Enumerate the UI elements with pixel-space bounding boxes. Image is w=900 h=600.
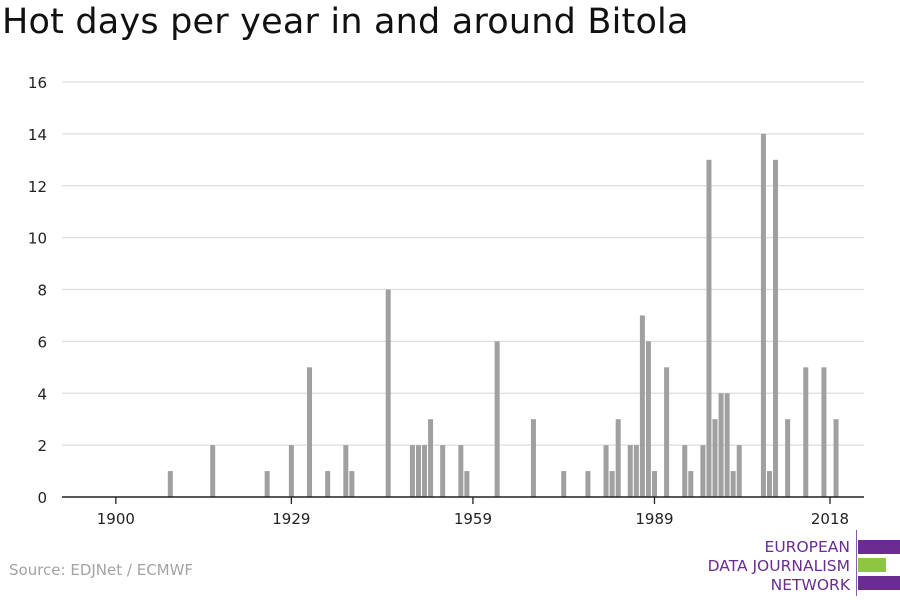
y-tick-label-6: 6: [37, 333, 47, 351]
bar-1935: [325, 471, 331, 497]
bar-2001: [724, 393, 730, 497]
bar-1916: [210, 445, 216, 497]
bar-1954: [440, 445, 446, 497]
bar-1986: [633, 445, 639, 497]
bar-1978: [585, 471, 591, 497]
chart-title: Hot days per year in and around Bitola: [2, 2, 689, 42]
y-tick-label-4: 4: [37, 385, 47, 403]
bar-2007: [760, 133, 766, 497]
bar-2011: [785, 419, 791, 497]
edjnet-logo: EUROPEAN DATA JOURNALISM NETWORK: [700, 530, 900, 596]
bar-1983: [615, 419, 621, 497]
y-tick-label-16: 16: [28, 74, 47, 92]
bar-1957: [458, 445, 464, 497]
bar-1909: [167, 471, 173, 497]
y-tick-label-10: 10: [28, 230, 47, 248]
bar-2009: [773, 159, 779, 497]
x-tick-label-1929: 1929: [272, 510, 310, 528]
y-tick-label-12: 12: [28, 178, 47, 196]
logo-text-line-3: NETWORK: [770, 576, 850, 594]
bar-1938: [343, 445, 349, 497]
bar-1939: [349, 471, 355, 497]
bar-1997: [700, 445, 706, 497]
bar-1974: [561, 471, 567, 497]
bar-1994: [682, 445, 688, 497]
bar-1982: [609, 471, 615, 497]
x-tick-label-1989: 1989: [635, 510, 673, 528]
bar-1932: [307, 367, 313, 497]
bar-2017: [821, 367, 827, 497]
y-tick-label-8: 8: [37, 282, 47, 300]
bar-1987: [639, 315, 645, 497]
bar-1998: [706, 159, 712, 497]
bar-1985: [627, 445, 633, 497]
bar-2000: [718, 393, 724, 497]
x-tick-label-1900: 1900: [97, 510, 135, 528]
source-note: Source: EDJNet / ECMWF: [9, 561, 194, 579]
y-tick-label-14: 14: [28, 126, 47, 144]
bar-1950: [415, 445, 421, 497]
x-tick-label-2018: 2018: [811, 510, 849, 528]
bar-chart: 0 2 4 6 8 10 12 14 16 1900 1929 1959 1989 2018: [28, 74, 864, 528]
bar-1945: [385, 289, 391, 497]
logo-bar-green: [858, 558, 886, 572]
bar-2014: [803, 367, 809, 497]
logo-bar-purple-bottom: [858, 576, 900, 590]
bar-2002: [730, 471, 736, 497]
bar-1995: [688, 471, 694, 497]
logo-text-line-1: EUROPEAN: [764, 538, 850, 556]
bar-1952: [428, 419, 434, 497]
bar-2003: [736, 445, 742, 497]
bar-2008: [766, 471, 772, 497]
y-tick-label-2: 2: [37, 437, 47, 455]
y-tick-label-0: 0: [37, 489, 47, 507]
x-tick-label-1959: 1959: [454, 510, 492, 528]
logo-bar-purple-top: [858, 540, 900, 554]
bar-1963: [494, 341, 500, 497]
bar-1949: [409, 445, 415, 497]
bar-1981: [603, 445, 609, 497]
bar-1951: [422, 445, 428, 497]
bar-1925: [264, 471, 270, 497]
bar-1969: [530, 419, 536, 497]
bar-1929: [288, 445, 294, 497]
bar-1958: [464, 471, 470, 497]
logo-text-line-2: DATA JOURNALISM: [707, 557, 850, 575]
logo-divider: [856, 530, 857, 596]
bar-1999: [712, 419, 718, 497]
bar-1989: [651, 471, 657, 497]
bar-1991: [664, 367, 670, 497]
bar-1988: [645, 341, 651, 497]
bar-2019: [833, 419, 839, 497]
